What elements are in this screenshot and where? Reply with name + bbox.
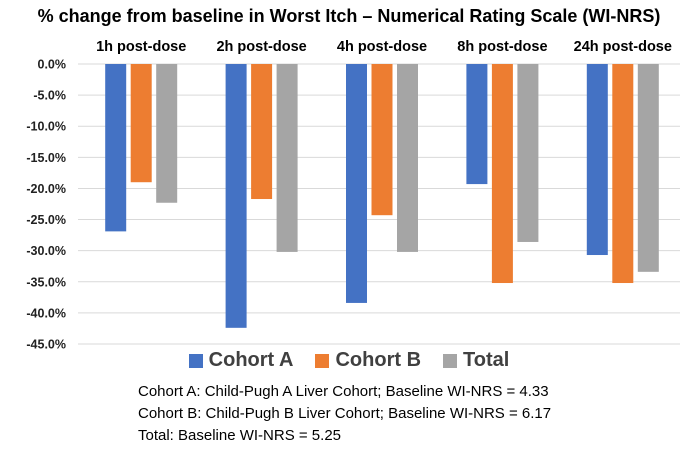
legend-label-total: Total <box>463 349 509 372</box>
chart-notes: Cohort A: Child-Pugh A Liver Cohort; Bas… <box>138 381 551 447</box>
bar-cohort-a <box>587 64 608 255</box>
y-tick-label: -35.0% <box>26 275 66 289</box>
legend-item-total: Total <box>443 349 509 372</box>
bar-total <box>517 64 538 242</box>
note-cohort-b: Cohort B: Child-Pugh B Liver Cohort; Bas… <box>138 403 551 425</box>
category-label: 8h post-dose <box>457 39 547 55</box>
note-total: Total: Baseline WI-NRS = 5.25 <box>138 425 551 447</box>
bar-cohort-b <box>492 64 513 283</box>
bar-cohort-a <box>346 64 367 303</box>
bar-total <box>277 64 298 252</box>
bar-cohort-b <box>131 64 152 182</box>
legend-label-cohort-a: Cohort A <box>209 349 294 372</box>
category-label: 4h post-dose <box>337 39 427 55</box>
chart-legend: Cohort A Cohort B Total <box>0 349 698 372</box>
legend-item-cohort-b: Cohort B <box>315 349 421 372</box>
legend-swatch-cohort-a <box>189 354 203 368</box>
bar-cohort-b <box>251 64 272 199</box>
y-tick-label: -15.0% <box>26 151 66 165</box>
y-tick-label: 0.0% <box>38 58 67 72</box>
bar-total <box>156 64 177 203</box>
y-tick-label: -40.0% <box>26 306 66 320</box>
y-tick-label: -20.0% <box>26 182 66 196</box>
y-tick-label: -30.0% <box>26 244 66 258</box>
bar-cohort-b <box>612 64 633 283</box>
category-label: 2h post-dose <box>216 39 306 55</box>
y-tick-label: -25.0% <box>26 213 66 227</box>
y-tick-label: -5.0% <box>33 89 66 103</box>
bar-cohort-a <box>226 64 247 328</box>
bar-cohort-a <box>105 64 126 231</box>
legend-swatch-cohort-b <box>315 354 329 368</box>
bar-cohort-b <box>372 64 393 215</box>
legend-label-cohort-b: Cohort B <box>335 349 421 372</box>
bar-cohort-a <box>466 64 487 184</box>
category-label: 1h post-dose <box>96 39 186 55</box>
note-cohort-a: Cohort A: Child-Pugh A Liver Cohort; Bas… <box>138 381 551 403</box>
category-label: 24h post-dose <box>574 39 672 55</box>
legend-item-cohort-a: Cohort A <box>189 349 294 372</box>
bar-total <box>638 64 659 272</box>
y-tick-label: -10.0% <box>26 120 66 134</box>
legend-swatch-total <box>443 354 457 368</box>
bar-total <box>397 64 418 252</box>
